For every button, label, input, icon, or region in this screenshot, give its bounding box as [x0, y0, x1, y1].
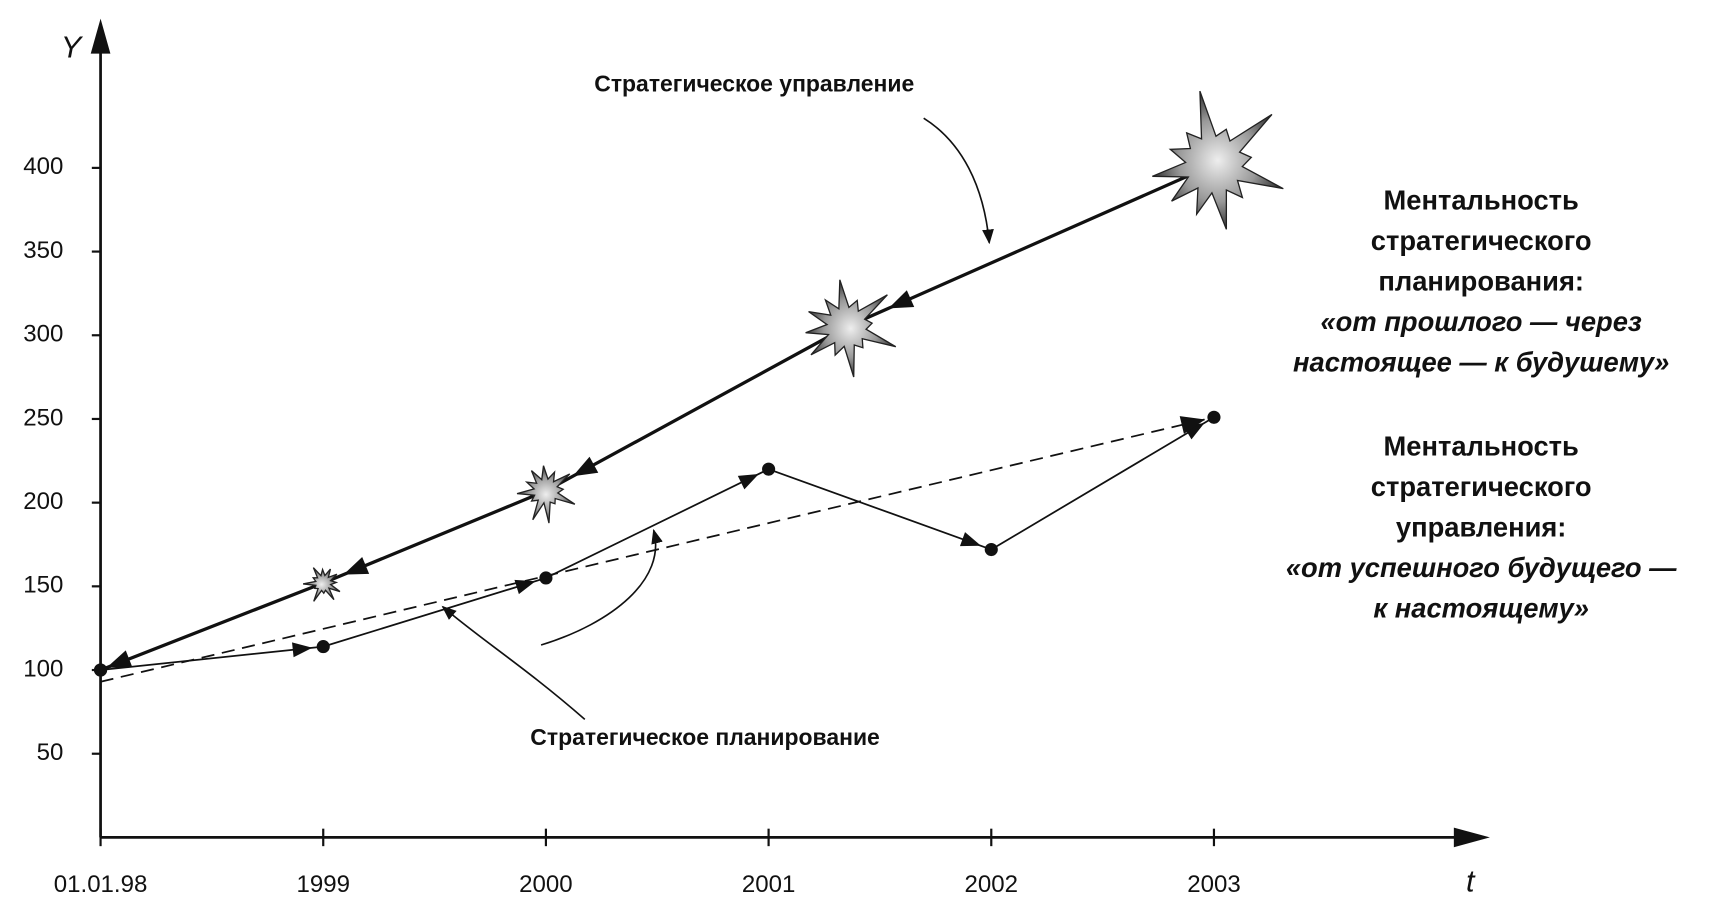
y-tick-label: 100: [23, 655, 63, 682]
point-marker: [539, 571, 552, 584]
point-marker: [762, 463, 775, 476]
burst-marker: [806, 280, 896, 377]
note-line: стратегического: [1371, 225, 1592, 256]
series-label: Стратегическое управление: [594, 70, 914, 96]
arrowhead: [889, 290, 915, 308]
note-line: стратегического: [1371, 471, 1592, 502]
y-tick-label: 150: [23, 572, 63, 599]
y-tick-label: 50: [37, 739, 64, 766]
x-tick-label: 1999: [297, 871, 350, 898]
burst-marker: [1152, 91, 1283, 229]
y-axis-arrow: [91, 19, 111, 54]
point-marker: [94, 663, 107, 676]
note-quote: «от успешного будущего —: [1286, 552, 1677, 583]
note-quote: к настоящему»: [1373, 592, 1589, 623]
x-tick-label: 2002: [965, 871, 1018, 898]
arrowhead: [573, 457, 598, 477]
note-line: Ментальность: [1384, 185, 1579, 216]
x-axis-arrow: [1454, 828, 1490, 848]
series-line: [101, 417, 1214, 681]
x-axis-label: t: [1466, 864, 1476, 898]
point-marker: [317, 640, 330, 653]
pointer-curve: [443, 607, 585, 720]
arrowhead: [738, 474, 759, 489]
y-axis-label: Y: [61, 30, 84, 64]
series-line: [101, 417, 1214, 670]
y-tick-label: 300: [23, 321, 63, 348]
arrowhead: [343, 557, 369, 575]
point-marker: [985, 543, 998, 556]
x-tick-label: 01.01.98: [54, 871, 148, 898]
note-line: управления:: [1396, 511, 1567, 542]
y-tick-label: 250: [23, 404, 63, 431]
arrowhead: [107, 650, 133, 667]
pointer-curve: [924, 118, 990, 243]
x-tick-label: 2003: [1187, 871, 1240, 898]
series-label: Стратегическое планирование: [530, 724, 879, 750]
y-tick-label: 350: [23, 237, 63, 264]
x-tick-label: 2001: [742, 871, 795, 898]
arrowhead: [292, 642, 312, 657]
burst-marker: [517, 466, 575, 523]
burst-marker: [303, 568, 340, 602]
note-line: Ментальность: [1384, 430, 1579, 461]
arrowhead: [514, 580, 535, 594]
x-tick-label: 2000: [519, 871, 572, 898]
point-marker: [1207, 411, 1220, 424]
pointer-curve: [541, 530, 656, 645]
note-line: планирования:: [1378, 265, 1584, 296]
y-tick-label: 400: [23, 153, 63, 180]
note-quote: «от прошлого — через: [1320, 306, 1641, 337]
note-quote: настоящее — к будушему»: [1293, 346, 1669, 377]
arrowhead: [960, 532, 981, 546]
y-tick-label: 200: [23, 488, 63, 515]
chart: Y t Стратегическое управление Стратегиче…: [0, 0, 1714, 902]
series-line: [101, 165, 1214, 670]
